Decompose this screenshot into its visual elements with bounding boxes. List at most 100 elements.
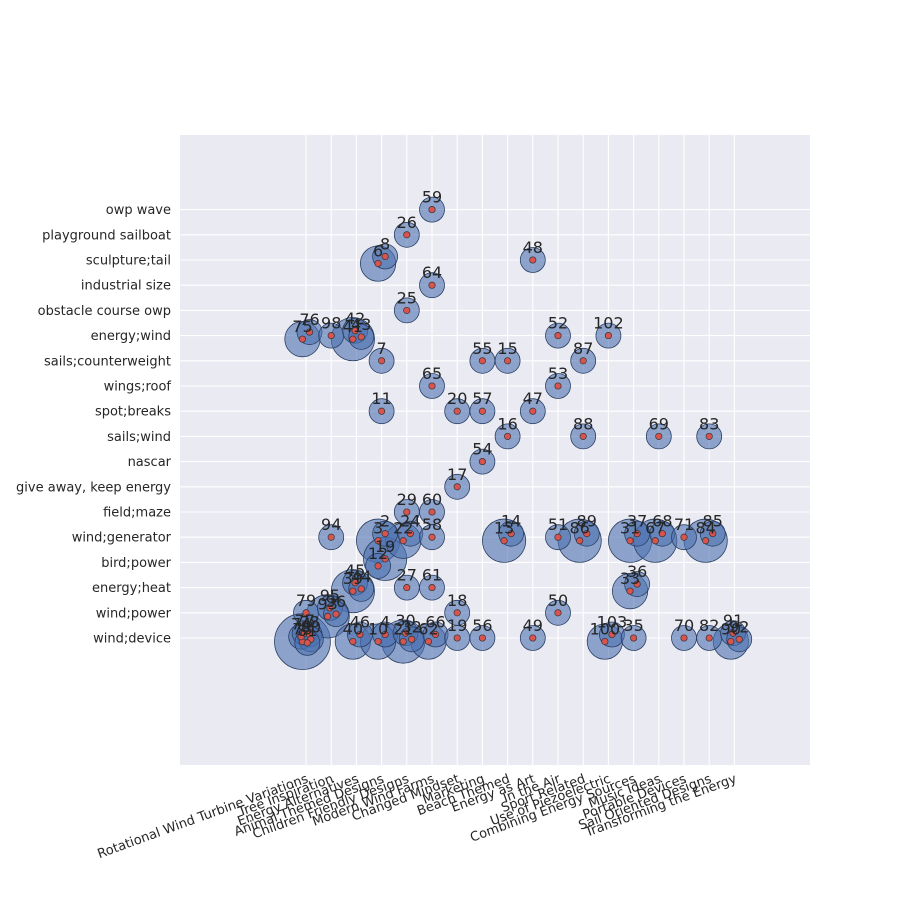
center-point <box>351 579 359 587</box>
bubble-label: 8 <box>380 234 390 253</box>
center-point <box>709 530 717 538</box>
y-tick-label: spot;breaks <box>95 405 171 420</box>
center-point <box>406 530 414 538</box>
center-point <box>651 537 659 545</box>
bubble-label: 60 <box>422 490 442 509</box>
bubble-label: 55 <box>472 339 492 358</box>
bubble-label: 24 <box>400 512 420 531</box>
bubble-label: 12 <box>368 544 388 563</box>
center-point <box>351 327 359 335</box>
center-point <box>554 382 562 390</box>
center-point <box>403 508 411 516</box>
center-point <box>408 635 416 643</box>
center-point <box>633 580 641 588</box>
center-point <box>727 637 735 646</box>
bubble-label: 17 <box>447 465 467 484</box>
bubble-label: 15 <box>497 339 517 358</box>
bubble-label: 3 <box>373 519 383 538</box>
center-point <box>529 256 537 264</box>
bubble-label: 7 <box>377 339 387 358</box>
bubble-label: 81 <box>297 621 317 640</box>
bubble-label: 83 <box>699 414 719 433</box>
plot-area <box>180 135 810 765</box>
center-point <box>357 585 365 593</box>
bubble-label: 29 <box>397 490 417 509</box>
bubble-label: 103 <box>597 612 628 631</box>
bubble-label: 26 <box>397 213 417 232</box>
bubble-label: 33 <box>620 569 640 588</box>
bubble-label: 96 <box>326 592 346 611</box>
bubble-label: 13 <box>494 519 514 538</box>
bubble-label: 45 <box>345 561 365 580</box>
y-tick-label: obstacle course owp <box>38 304 171 319</box>
center-point <box>428 508 436 516</box>
bubble-label: 78 <box>299 612 319 631</box>
center-point <box>554 332 562 340</box>
bubble-label: 65 <box>422 364 442 383</box>
bubble-label: 100 <box>590 620 621 639</box>
center-point <box>381 530 389 538</box>
bubble-label: 92 <box>729 617 749 636</box>
bubble-label: 20 <box>447 389 467 408</box>
center-point <box>303 639 311 647</box>
bubble-label: 10 <box>368 620 388 639</box>
center-point <box>298 335 307 343</box>
bubble-label: 76 <box>299 310 319 329</box>
bubble-label: 57 <box>472 389 492 408</box>
bubble-label: 41 <box>343 317 363 336</box>
bubble-label: 94 <box>321 515 341 534</box>
bubble-label: 11 <box>371 389 391 408</box>
bubble-label: 44 <box>351 567 371 586</box>
bubble-label: 86 <box>569 519 589 538</box>
bubble-label: 36 <box>627 562 647 581</box>
center-point <box>399 537 407 545</box>
y-tick-label: wind;power <box>96 606 172 621</box>
bubble-label: 52 <box>548 314 568 333</box>
bubble-label: 70 <box>674 616 694 635</box>
center-point <box>399 637 407 646</box>
bubble-label: 6 <box>373 242 383 261</box>
center-point <box>579 357 587 365</box>
bubble-label: 2 <box>380 512 390 531</box>
bubble-label: 80 <box>301 617 321 636</box>
bubble-label: 62 <box>418 620 438 639</box>
bubble-label: 61 <box>422 566 442 585</box>
bubble-label: 77 <box>295 611 315 630</box>
bubble-label: 19 <box>447 616 467 635</box>
bubble-label: 30 <box>395 611 415 630</box>
bubble-label: 18 <box>447 591 467 610</box>
bubble-label: 87 <box>573 339 593 358</box>
bubble-label: 31 <box>620 519 640 538</box>
bubble-label: 89 <box>577 512 597 531</box>
bubble-label: 82 <box>699 616 719 635</box>
bubble-label: 98 <box>321 314 341 333</box>
bubble-label: 37 <box>627 512 647 531</box>
center-point <box>478 407 486 415</box>
center-point <box>424 637 433 646</box>
y-tick-label: energy;heat <box>92 581 171 596</box>
bubble-label: 4 <box>380 612 390 631</box>
bubble-label: 19 <box>375 537 395 556</box>
center-point <box>428 206 436 214</box>
center-point <box>357 333 365 341</box>
center-point <box>431 630 440 639</box>
center-point <box>478 458 486 466</box>
center-point <box>608 630 616 639</box>
bubble-label: 74 <box>291 615 311 634</box>
center-point <box>349 637 357 646</box>
bubble-label: 71 <box>674 515 694 534</box>
center-point <box>507 530 515 538</box>
bubble-label: 56 <box>472 616 492 635</box>
center-point <box>680 533 688 541</box>
bubble-label: 48 <box>523 238 543 257</box>
center-point <box>453 634 461 642</box>
center-point <box>327 533 335 541</box>
center-point <box>453 609 461 617</box>
center-point <box>327 332 335 340</box>
center-point <box>381 630 389 639</box>
center-point <box>529 407 537 415</box>
center-point <box>626 587 634 595</box>
center-point <box>583 530 591 538</box>
